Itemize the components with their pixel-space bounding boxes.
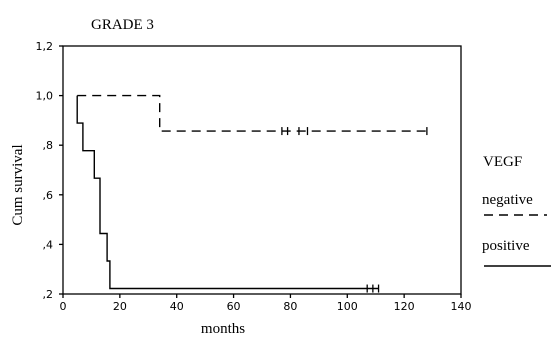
y-tick-label: ,2: [43, 288, 54, 301]
series-line-negative: [77, 94, 427, 132]
chart-title: GRADE 3: [91, 17, 154, 33]
x-tick-label: 80: [283, 300, 297, 313]
y-axis-ticks: ,2 ,4 ,6 ,8 1,0 1,2: [36, 40, 63, 301]
y-tick-label: ,8: [43, 139, 54, 152]
x-tick-label: 0: [60, 300, 67, 313]
legend-title: VEGF: [483, 154, 522, 170]
x-axis-ticks: 0 20 40 60 80 100 120 140: [60, 294, 472, 313]
x-tick-label: 100: [337, 300, 358, 313]
x-tick-label: 20: [113, 300, 127, 313]
plot-frame: [62, 45, 462, 295]
y-tick-label: 1,0: [36, 90, 54, 103]
y-tick-label: ,6: [43, 189, 54, 202]
y-axis-label: Cum survival: [10, 144, 26, 225]
x-tick-label: 140: [451, 300, 472, 313]
legend-label-negative: negative: [482, 192, 533, 208]
x-tick-label: 60: [227, 300, 241, 313]
series-line-positive: [76, 95, 379, 290]
legend-label-positive: positive: [482, 238, 530, 254]
series-layer: [76, 94, 428, 293]
plot-border: [62, 45, 462, 295]
x-axis-label: months: [201, 321, 245, 337]
legend: VEGF negative positive: [482, 154, 551, 267]
y-tick-label: ,4: [43, 238, 54, 251]
x-tick-label: 120: [394, 300, 415, 313]
y-tick-label: 1,2: [36, 40, 54, 53]
x-tick-label: 40: [170, 300, 184, 313]
